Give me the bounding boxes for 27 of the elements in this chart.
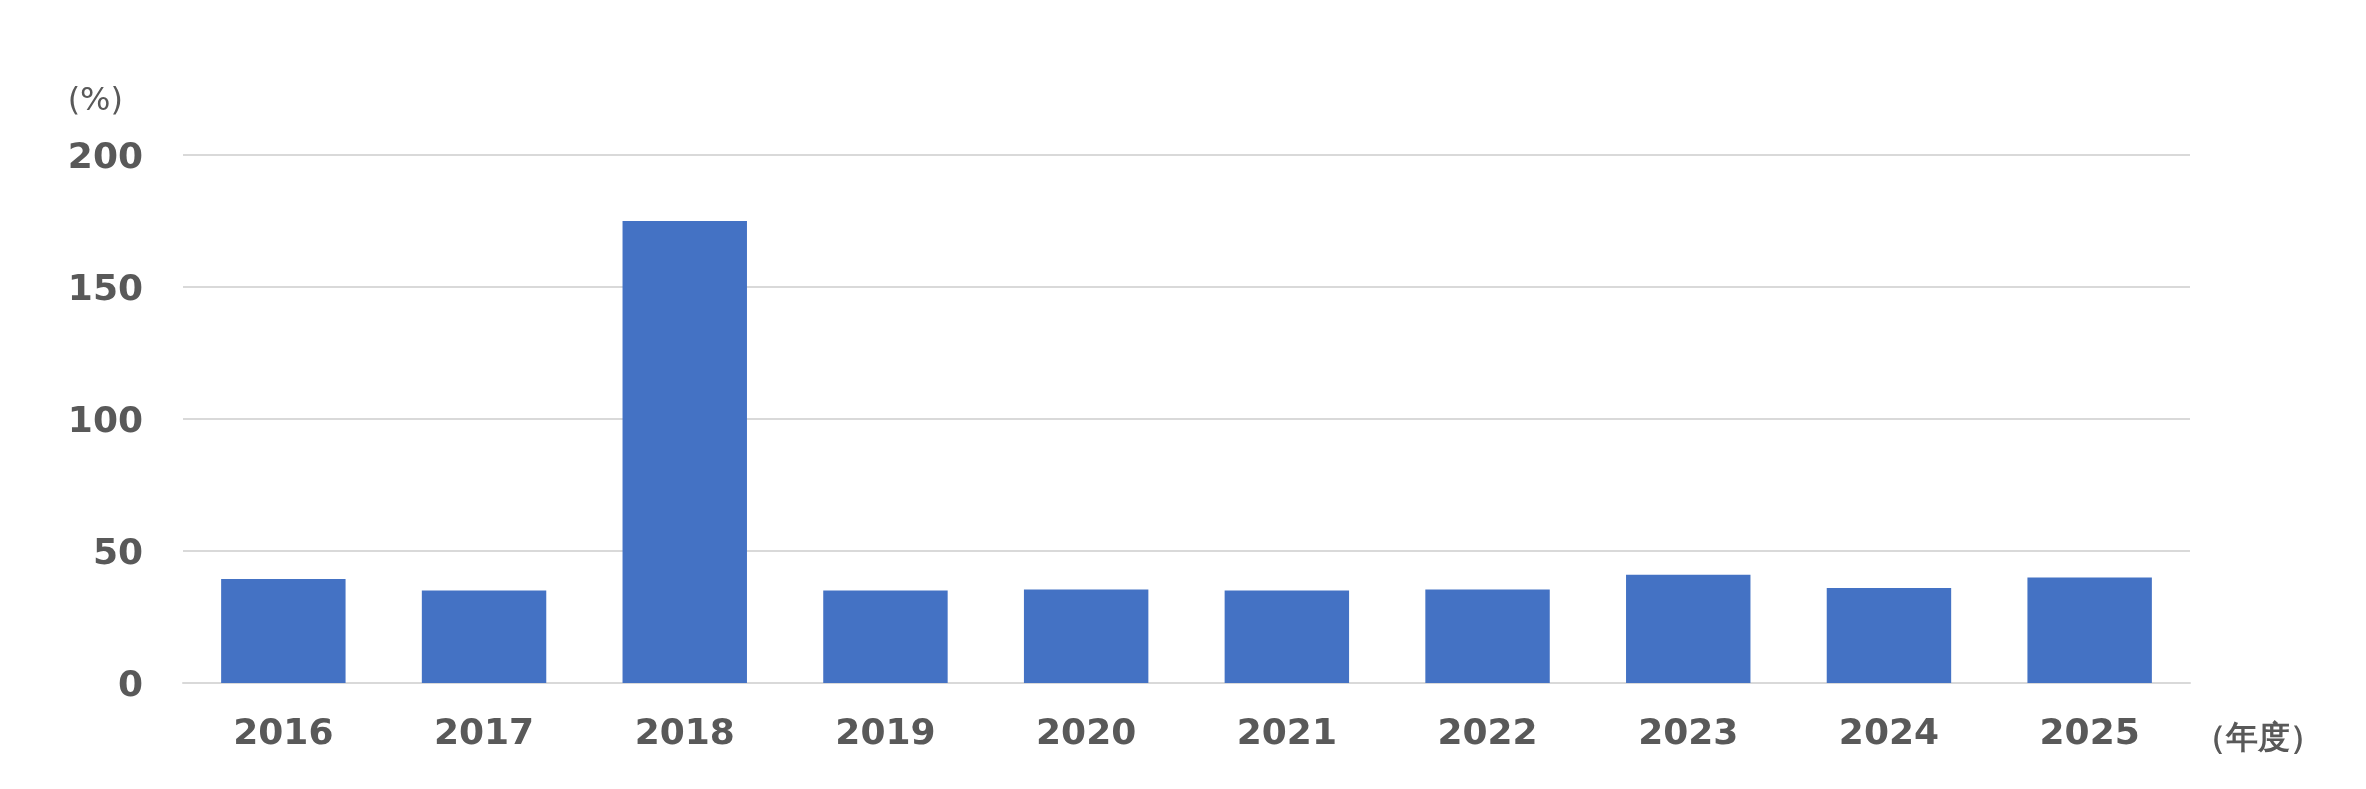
x-tick-label: 2018 [634, 710, 735, 752]
bar [221, 578, 346, 683]
y-axis-title: (%) [67, 80, 123, 118]
x-tick-label: 2019 [835, 710, 936, 752]
x-tick-label: 2025 [2039, 710, 2140, 752]
bar [823, 590, 948, 683]
bar [622, 221, 747, 683]
x-tick-label: 2023 [1638, 710, 1739, 752]
bar [421, 590, 547, 683]
y-tick-label: 150 [67, 266, 143, 308]
bar [1826, 587, 1952, 683]
y-tick-label: 0 [117, 662, 143, 704]
bar [1224, 590, 1350, 683]
x-axis-title: （年度） [2194, 718, 2322, 756]
x-tick-label: 2020 [1036, 710, 1137, 752]
x-tick-label: 2017 [433, 710, 535, 752]
y-tick-label: 100 [67, 398, 143, 440]
bar [1626, 574, 1751, 683]
bar [2027, 577, 2152, 683]
y-tick-label: 200 [67, 134, 143, 176]
bar [1023, 589, 1149, 683]
x-tick-label: 2016 [233, 710, 334, 752]
x-tick-label: 2021 [1236, 710, 1337, 752]
bar [1425, 589, 1550, 683]
x-tick-label: 2024 [1838, 710, 1940, 752]
x-tick-label: 2022 [1437, 710, 1538, 752]
y-tick-label: 50 [92, 530, 143, 572]
